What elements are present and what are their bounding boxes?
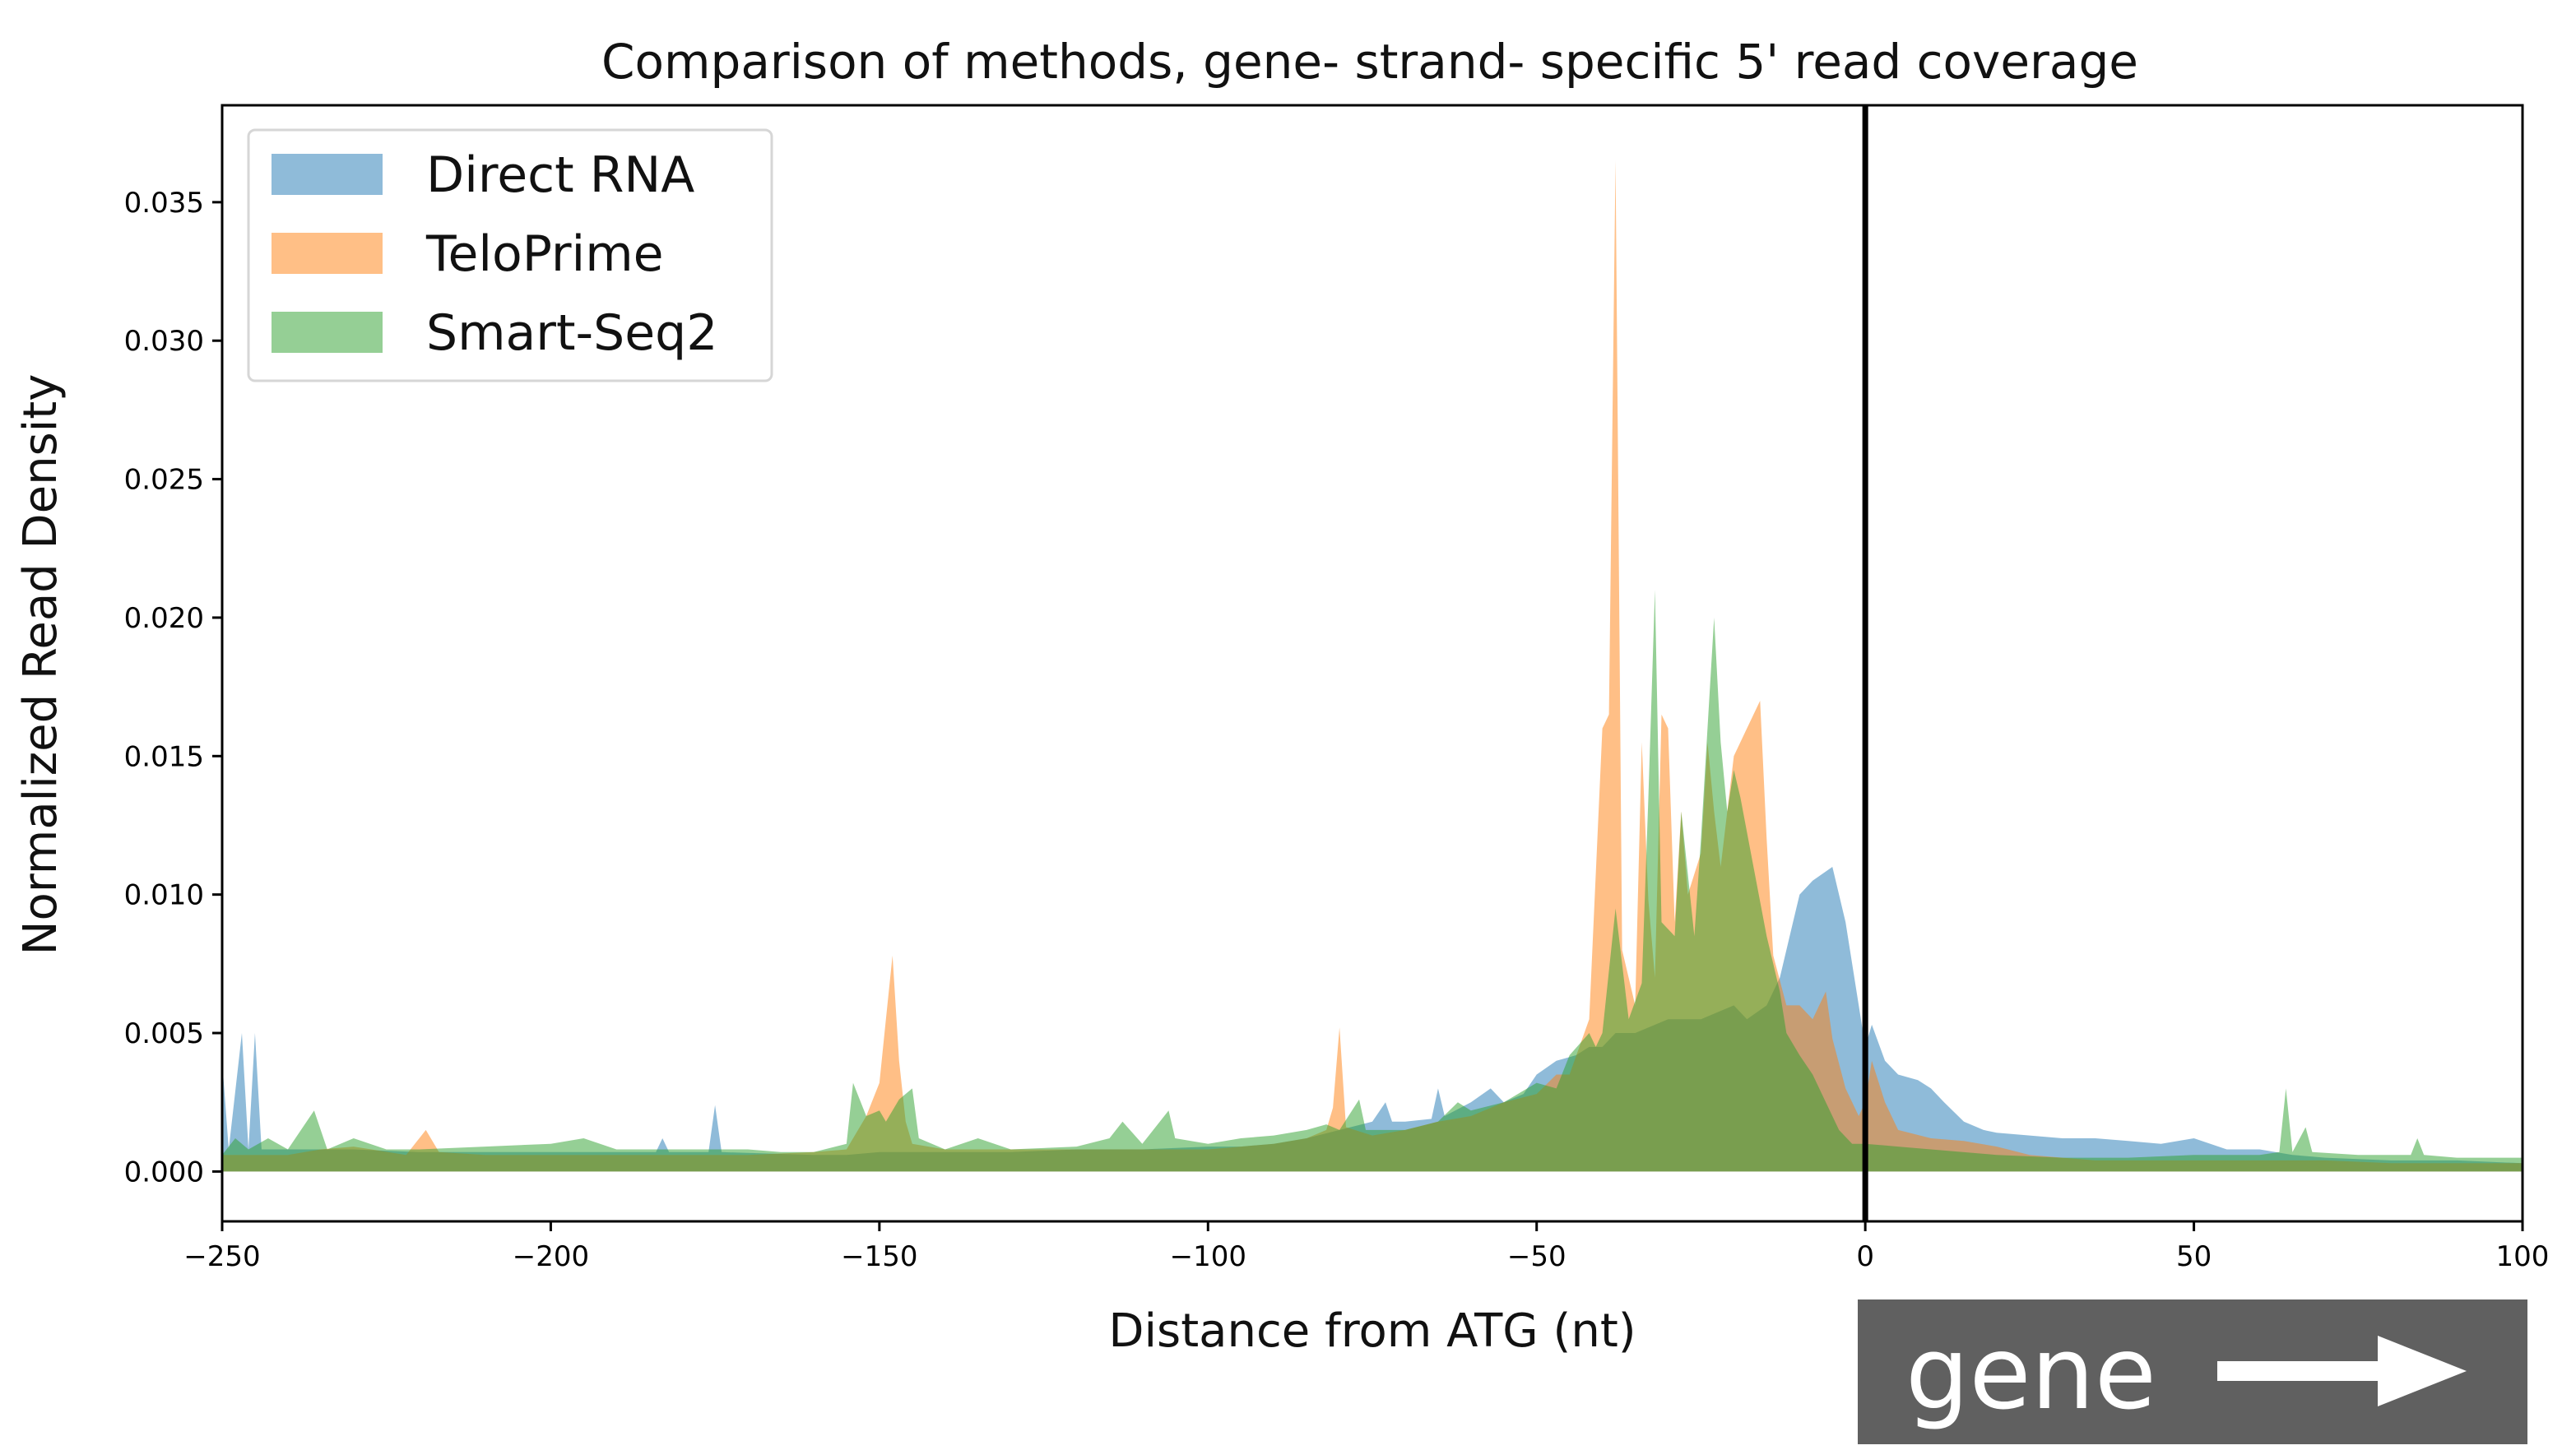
- legend-swatch: [272, 312, 383, 353]
- legend-swatch: [272, 233, 383, 274]
- legend: Direct RNA TeloPrime Smart-Seq2: [247, 128, 773, 382]
- y-tick-label: 0.010: [124, 879, 204, 912]
- y-tick-label: 0.035: [124, 187, 204, 220]
- x-tick-label: 0: [1856, 1240, 1874, 1273]
- y-tick-label: 0.015: [124, 740, 204, 773]
- x-tick-label: −250: [183, 1240, 260, 1273]
- legend-swatch: [272, 154, 383, 195]
- legend-label: Direct RNA: [426, 146, 694, 204]
- x-tick-label: −50: [1507, 1240, 1566, 1273]
- x-tick-label: −150: [841, 1240, 917, 1273]
- legend-label: Smart-Seq2: [426, 304, 717, 362]
- x-tick-label: −200: [513, 1240, 589, 1273]
- y-tick-label: 0.000: [124, 1156, 204, 1188]
- legend-items: Direct RNA TeloPrime Smart-Seq2: [272, 146, 717, 362]
- y-tick-label: 0.030: [124, 325, 204, 358]
- y-axis-title: Normalized Read Density: [14, 374, 67, 956]
- plot-frame: [220, 104, 2524, 1223]
- y-tick-label: 0.025: [124, 464, 204, 497]
- x-axis-title: Distance from ATG (nt): [1108, 1304, 1636, 1358]
- y-tick-label: 0.005: [124, 1017, 204, 1050]
- x-tick-label: −100: [1170, 1240, 1246, 1273]
- legend-label: TeloPrime: [425, 225, 664, 283]
- y-axis-ticks: 0.000 0.005 0.010 0.015 0.020 0.025 0.030 0.035: [124, 187, 222, 1188]
- gene-label: gene: [1905, 1315, 2156, 1432]
- x-tick-label: 50: [2176, 1240, 2212, 1273]
- x-axis-ticks: −250 −200 −150 −100 −50 0 50 100: [183, 1221, 2549, 1273]
- gene-arrow-icon: [2217, 1336, 2467, 1406]
- gene-annotation: gene: [1858, 1299, 2527, 1444]
- x-tick-label: 100: [2496, 1240, 2550, 1273]
- y-tick-label: 0.020: [124, 602, 204, 635]
- chart-title: Comparison of methods, gene- strand- spe…: [601, 34, 2138, 90]
